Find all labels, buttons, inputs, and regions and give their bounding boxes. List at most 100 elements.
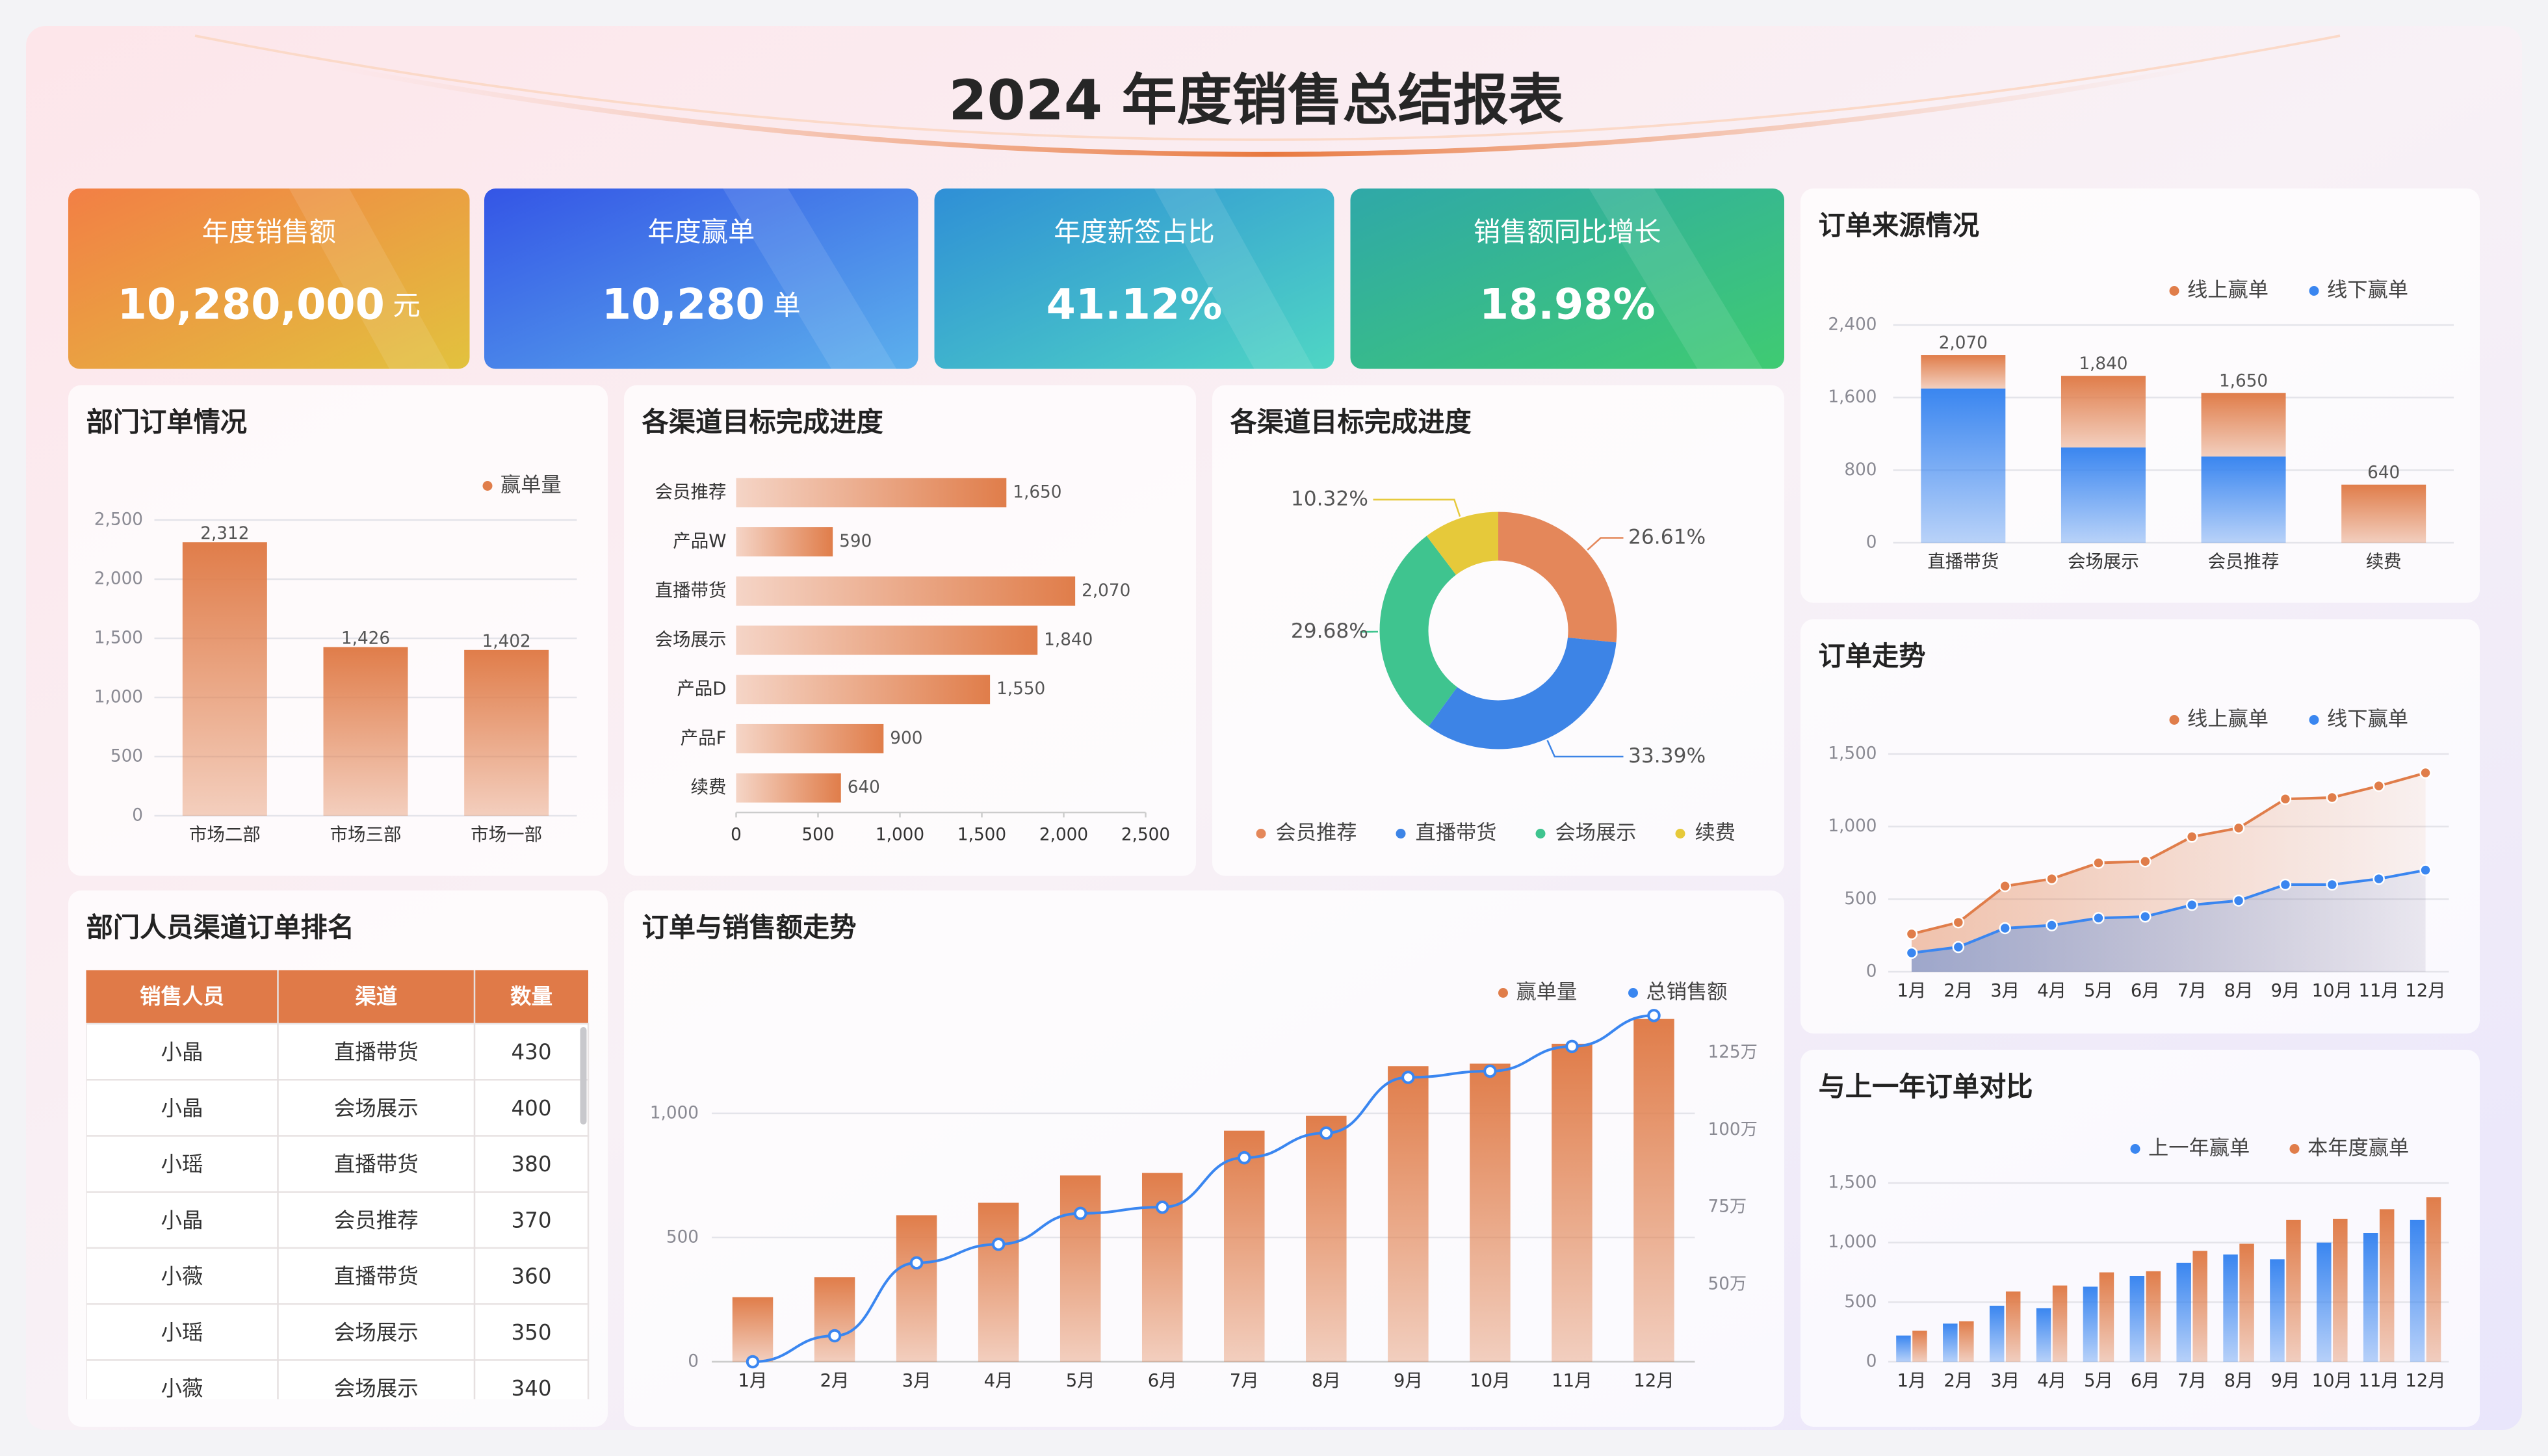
table-cell: 直播带货 <box>334 1152 419 1176</box>
x-tick-label: 7月 <box>2178 1370 2207 1391</box>
bar <box>814 1277 855 1362</box>
value-label: 1,650 <box>1013 482 1061 502</box>
x-tick-label: 会员推荐 <box>2208 551 2280 572</box>
scrollbar[interactable] <box>580 1027 587 1124</box>
leader-line <box>1373 499 1461 517</box>
y-tick-label: 产品D <box>677 679 726 699</box>
x-tick-label: 3月 <box>902 1370 931 1391</box>
table-cell: 会员推荐 <box>334 1208 419 1232</box>
y-tick-label: 0 <box>688 1352 699 1372</box>
bar <box>736 478 1007 508</box>
table-cell: 小晶 <box>161 1208 203 1232</box>
legend-dot <box>2289 1144 2300 1154</box>
table-cell: 380 <box>511 1152 551 1176</box>
point <box>2046 919 2058 931</box>
slice-label: 10.32% <box>1291 488 1368 511</box>
bar <box>1060 1175 1101 1362</box>
legend-label: 线下赢单 <box>2327 708 2408 731</box>
pie-slice <box>1426 512 1498 575</box>
total-label: 640 <box>2367 463 2400 483</box>
point <box>2185 831 2198 843</box>
value-label: 590 <box>839 532 872 551</box>
kpi-value: 41.12% <box>1046 281 1223 330</box>
bar <box>736 675 991 705</box>
bar <box>2410 1219 2425 1362</box>
y-tick-label: 会员推荐 <box>655 482 727 502</box>
point <box>1999 879 2011 892</box>
point <box>2419 864 2432 876</box>
value-label: 1,402 <box>482 632 531 651</box>
bar <box>2286 1219 2301 1362</box>
table-cell: 340 <box>511 1376 551 1401</box>
table-cell: 360 <box>511 1264 551 1289</box>
point <box>2326 791 2339 804</box>
point <box>1073 1206 1087 1220</box>
bar <box>2083 1286 2098 1362</box>
x-tick-label: 2,000 <box>1039 826 1088 845</box>
x-tick-label: 9月 <box>1394 1370 1423 1391</box>
x-tick-label: 12月 <box>1633 1370 1674 1391</box>
point <box>2046 872 2058 885</box>
panel-title: 各渠道目标完成进度 <box>1230 407 1472 438</box>
y-tick-label: 0 <box>132 806 143 826</box>
y-tick-label: 产品F <box>681 727 727 748</box>
total-label: 1,840 <box>2079 354 2127 374</box>
y-tick-label: 0 <box>1866 1352 1877 1372</box>
value-label: 900 <box>890 729 922 748</box>
kpi-number: 18.98% <box>1479 281 1656 330</box>
bar <box>2176 1262 2191 1362</box>
bar <box>2379 1209 2395 1362</box>
x-tick-label: 12月 <box>2405 1370 2446 1391</box>
kpi-value: 10,280,000 元 <box>118 281 421 330</box>
slice-label: 29.68% <box>1291 619 1368 643</box>
point <box>2326 878 2339 891</box>
pie-slice <box>1498 512 1617 643</box>
x-tick-label: 4月 <box>984 1370 1013 1391</box>
point <box>2185 899 2198 911</box>
y-tick-label: 1,000 <box>1828 816 1877 836</box>
total-label: 1,650 <box>2219 372 2268 391</box>
x-tick-label: 5月 <box>2084 980 2113 1001</box>
bar <box>1989 1305 2005 1362</box>
legend-dot <box>2169 715 2179 725</box>
y-tick-label: 500 <box>1844 889 1877 909</box>
x-tick-label: 市场一部 <box>471 824 542 845</box>
legend-dot <box>1498 988 1508 998</box>
legend-dot <box>2130 1144 2140 1154</box>
x-tick-label: 1,500 <box>957 826 1006 845</box>
point <box>1238 1150 1251 1165</box>
y-tick-label: 会场展示 <box>655 629 727 650</box>
header-arc <box>324 62 2211 157</box>
panel-title: 订单与销售额走势 <box>642 912 857 943</box>
kpi-card <box>484 188 918 369</box>
legend-label: 本年度赢单 <box>2308 1137 2409 1160</box>
panel <box>1212 385 1784 876</box>
value-label: 1,550 <box>996 679 1045 699</box>
x-tick-label: 7月 <box>1230 1370 1259 1391</box>
y-tick-label: 1,000 <box>650 1103 699 1123</box>
kpi-value: 18.98% <box>1479 281 1656 330</box>
x-tick-label: 5月 <box>1066 1370 1095 1391</box>
bar <box>2333 1219 2348 1362</box>
y-tick-label: 1,500 <box>1828 744 1877 764</box>
line <box>1911 868 2426 954</box>
bar <box>323 647 408 816</box>
kpi-label: 年度新签占比 <box>1054 216 1215 248</box>
header-arc <box>194 34 2341 141</box>
legend-label: 赢单量 <box>1516 981 1578 1004</box>
bar <box>2192 1251 2207 1362</box>
legend-label: 线上赢单 <box>2187 708 2268 731</box>
page-title: 2024 年度销售总结报表 <box>948 68 1563 133</box>
bar-segment <box>2060 376 2146 448</box>
legend-label: 总销售额 <box>1646 981 1728 1004</box>
x-tick-label: 10月 <box>2312 980 2353 1001</box>
table-cell: 小瑶 <box>161 1320 203 1345</box>
point <box>1647 1009 1661 1022</box>
bar <box>2005 1291 2021 1362</box>
pie-slice <box>1379 536 1457 727</box>
x-tick-label: 10月 <box>1470 1370 1511 1391</box>
point <box>909 1256 924 1270</box>
kpi-value: 10,280 单 <box>602 281 801 330</box>
x-tick-label: 会场展示 <box>2068 551 2139 572</box>
